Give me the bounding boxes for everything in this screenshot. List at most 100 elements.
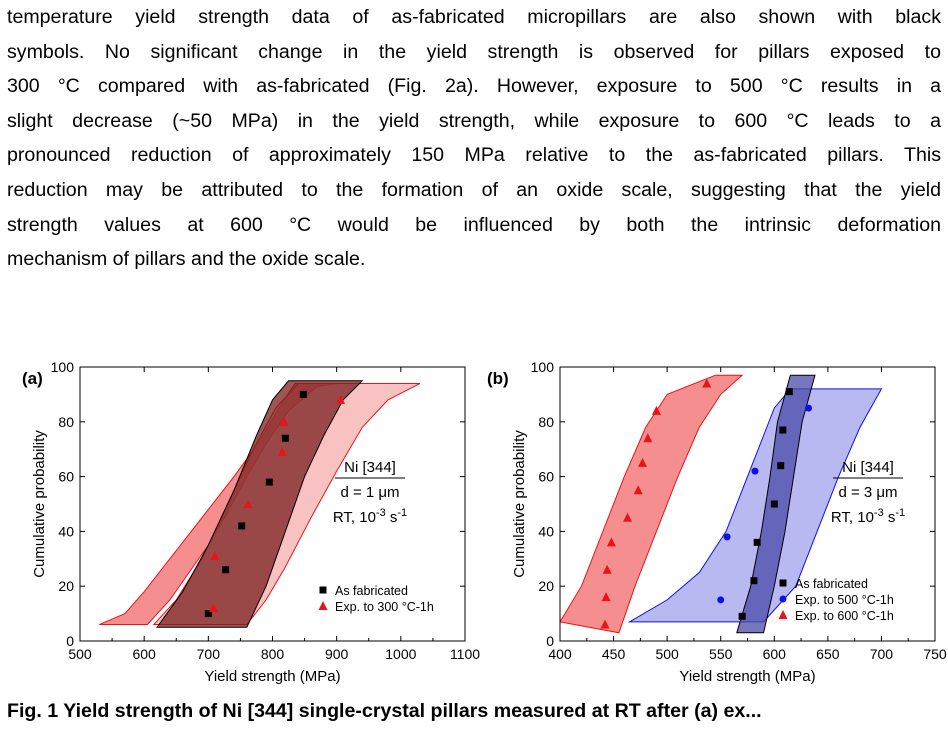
x-tick-label: 550 — [709, 646, 733, 662]
y-tick-label: 20 — [58, 578, 74, 594]
data-point-triangle — [643, 433, 653, 443]
x-tick-label: 500 — [68, 646, 92, 662]
x-tick-label: 450 — [602, 646, 626, 662]
data-point-square — [204, 610, 212, 618]
condition-exponent: -3 — [874, 507, 884, 519]
x-tick-label: 700 — [197, 646, 221, 662]
x-tick-label: 600 — [132, 646, 156, 662]
x-tick-label: 600 — [763, 646, 787, 662]
data-point-square — [299, 390, 307, 398]
data-point-triangle — [702, 378, 712, 388]
paragraph-line: pronounced reduction of approximately 15… — [7, 144, 941, 167]
legend-marker — [778, 610, 788, 619]
data-point-triangle — [633, 485, 643, 495]
condition-exponent: -3 — [376, 507, 386, 519]
data-point-triangle — [210, 551, 220, 561]
x-tick-label: 900 — [325, 646, 349, 662]
x-axis-label: Yield strength (MPa) — [204, 668, 340, 685]
data-point-triangle — [638, 457, 647, 467]
figure-caption: Fig. 1 Yield strength of Ni [344] single… — [7, 700, 762, 722]
legend-label: As fabricated — [795, 577, 868, 591]
y-tick-label: 40 — [58, 523, 74, 539]
data-point-triangle — [606, 537, 616, 547]
x-tick-label: 650 — [816, 646, 840, 662]
legend-marker — [319, 586, 327, 594]
data-point-square — [738, 612, 746, 620]
data-point-triangle — [336, 394, 346, 404]
condition-unit: s — [884, 509, 896, 526]
paragraph-line: mechanism of pillars and the oxide scale… — [7, 248, 366, 271]
condition-base: RT, 10 — [333, 509, 376, 526]
data-point-circle — [723, 533, 731, 541]
legend-marker — [779, 579, 787, 587]
y-tick-label: 80 — [538, 414, 554, 430]
annotation-material: Ni [344] — [842, 459, 894, 476]
data-point-triangle — [600, 619, 610, 629]
legend-marker — [779, 595, 787, 603]
paragraph-line: temperature yield strength data of as-fa… — [7, 6, 941, 28]
x-tick-label: 800 — [261, 646, 285, 662]
panel-label: (b) — [487, 369, 509, 388]
data-point-triangle — [623, 512, 632, 522]
paragraph-line: slight decrease (~50 MPa) in the yield s… — [7, 109, 941, 132]
annotation-material: Ni [344] — [344, 459, 396, 476]
y-tick-label: 40 — [538, 523, 554, 539]
y-axis-label: Cumulative probability — [511, 430, 528, 578]
y-tick-label: 20 — [538, 578, 554, 594]
legend-marker — [318, 601, 328, 610]
data-point-square — [770, 500, 778, 508]
data-point-triangle — [601, 592, 611, 602]
y-tick-label: 60 — [58, 469, 74, 485]
data-point-triangle — [208, 603, 218, 613]
body-paragraph: temperature yield strength data of as-fa… — [7, 0, 941, 277]
paragraph-line: reduction may be attributed to the forma… — [7, 178, 941, 201]
y-tick-label: 0 — [66, 633, 74, 649]
chart-panel-b: 400 450 500 550 600 650 700 750 0 20 40 60 80 100 Yiel… — [487, 359, 947, 685]
data-point-square — [265, 478, 273, 486]
x-tick-label: 1100 — [450, 646, 480, 662]
condition-base: RT, 10 — [831, 509, 874, 526]
data-point-triangle — [277, 446, 287, 456]
data-point-triangle — [279, 416, 289, 426]
data-point-square — [777, 462, 785, 470]
data-point-square — [779, 426, 787, 434]
condition-unit: s — [386, 509, 398, 526]
legend-label: Exp. to 500 °C-1h — [795, 593, 894, 607]
y-tick-label: 60 — [538, 469, 554, 485]
data-point-square — [750, 577, 758, 585]
chart-panel-a: 500 600 700 800 900 1000 1100 0 20 40 60 80 100 Yield… — [22, 359, 480, 685]
x-axis-label: Yield strength (MPa) — [679, 668, 815, 685]
x-tick-label: 700 — [870, 646, 894, 662]
data-point-triangle — [651, 405, 661, 415]
annotation-condition: RT, 10-3 s-1 — [831, 507, 905, 526]
y-axis-label: Cumulative probability — [31, 430, 48, 578]
x-tick-label: 750 — [923, 646, 947, 662]
x-tick-label: 400 — [548, 646, 572, 662]
data-point-square — [785, 388, 793, 396]
data-point-circle — [805, 404, 813, 412]
figure-yield-strength: 500 600 700 800 900 1000 1100020406080100Yield… — [22, 359, 947, 685]
annotation-size: d = 3 μm — [838, 484, 897, 501]
legend-label: Exp. to 300 °C-1h — [335, 600, 434, 614]
y-tick-label: 80 — [58, 414, 74, 430]
panel-label: (a) — [22, 369, 43, 388]
data-point-square — [281, 434, 289, 442]
data-point-circle — [717, 596, 725, 604]
paragraph-line: strength values at 600 °C would be influ… — [7, 213, 941, 236]
data-point-triangle — [602, 564, 612, 574]
paragraph-line: 300 °C compared with as-fabricated (Fig.… — [7, 75, 941, 98]
confidence-band — [156, 380, 364, 628]
annotation-size: d = 1 μm — [340, 484, 399, 501]
condition-unit-exponent: -1 — [895, 507, 905, 519]
paragraph-line: symbols. No significant change in the yi… — [7, 40, 941, 63]
legend-label: As fabricated — [335, 584, 408, 598]
data-point-square — [753, 538, 761, 546]
y-tick-label: 0 — [546, 633, 554, 649]
y-tick-label: 100 — [531, 359, 555, 375]
annotation-condition: RT, 10-3 s-1 — [333, 507, 407, 526]
y-tick-label: 100 — [51, 359, 75, 375]
data-point-circle — [751, 467, 759, 475]
x-tick-label: 1000 — [385, 646, 416, 662]
data-point-square — [222, 566, 230, 574]
data-point-square — [238, 522, 246, 530]
